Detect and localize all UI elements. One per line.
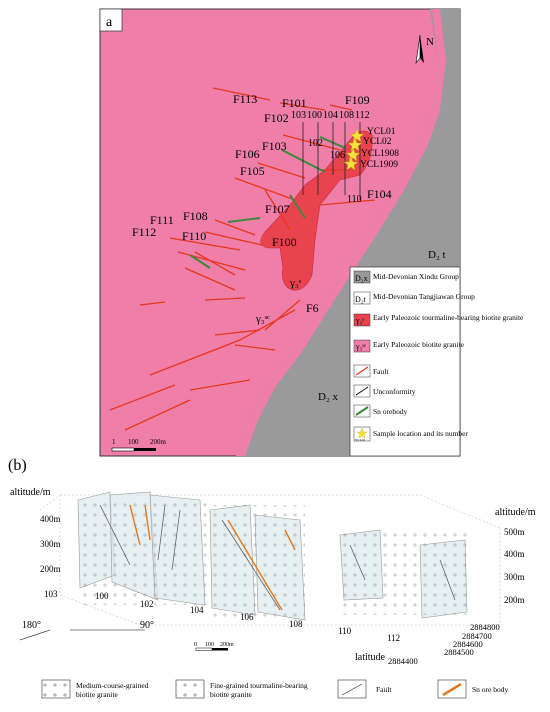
legend-b-item-2: Fine-grained tourmaline-bearing biotite g… — [210, 681, 308, 699]
legend-symbol: γ₃ˢ — [355, 316, 364, 325]
lat-tick: 2884800 — [470, 622, 500, 632]
fault-label: F108 — [183, 209, 208, 223]
fault-label: F112 — [132, 225, 156, 239]
fault-label: F111 — [150, 213, 174, 227]
tick-label: 400m — [504, 549, 525, 559]
unit-granite-red: γ₃ˢ — [289, 277, 302, 289]
fault-label: F105 — [240, 164, 265, 178]
line-tick: 100 — [95, 591, 109, 601]
fault-label: F103 — [262, 139, 287, 153]
scale-bar-a: 1 100 200m — [111, 438, 167, 452]
legend-text: Fault — [373, 367, 389, 376]
line-number: 102 — [308, 138, 323, 149]
lat-tick: 2884400 — [388, 656, 418, 666]
altitude-right-label: altitude/m — [495, 507, 536, 518]
fault-label: F109 — [345, 93, 370, 107]
scale-end: 200m — [150, 438, 167, 446]
tick-label: 500m — [504, 527, 525, 537]
panel-a-label: a — [106, 15, 113, 30]
scale-zero: 0 — [194, 642, 197, 648]
fault-label: F110 — [182, 229, 206, 243]
latitude-label: latitude — [355, 652, 386, 663]
line-number: 106 — [330, 150, 345, 161]
scale-end: 200m — [220, 642, 234, 648]
line-tick: 103 — [44, 589, 58, 599]
legend-a: D₂x Mid-Devonian Xindu Group D₂t Mid-Dev… — [349, 266, 524, 457]
line-number: 110 — [347, 194, 362, 205]
legend-symbol: YCL01 — [355, 438, 366, 442]
angle-right: 90° — [140, 620, 154, 631]
line-number: 108 — [339, 110, 354, 121]
line-number: 112 — [355, 110, 370, 121]
line-tick: 112 — [387, 633, 400, 643]
fault-label: F101 — [282, 96, 307, 110]
line-tick: 108 — [289, 619, 303, 629]
north-arrow-icon: N — [415, 34, 434, 65]
legend-text: Early Paleozoic biotite granite — [373, 340, 465, 349]
tick-label: 200m — [40, 564, 61, 574]
scale-mid: 100 — [128, 438, 139, 446]
tick-label: 400m — [40, 514, 61, 524]
legend-b-item-3: Fault — [376, 685, 392, 694]
lat-tick: 2884600 — [453, 639, 483, 649]
unit-d2x: D₂ x — [318, 391, 339, 403]
line-tick: 106 — [240, 612, 254, 622]
faults — [109, 87, 376, 431]
legend-symbol: γ₃ˢᶜ — [355, 342, 366, 351]
legend-text: Unconformity — [373, 387, 416, 396]
panel-b-block-diagram: (b) altitude/m altitude/m — [8, 457, 536, 666]
scale-zero: 1 — [112, 438, 116, 446]
unit-granite-pink: γ₃ˢᶜ — [255, 313, 270, 325]
sample-label: YCL02 — [363, 137, 392, 147]
lat-tick: 2884700 — [462, 631, 492, 641]
legend-text: Mid-Devonian Tangjiawan Group — [373, 292, 475, 301]
fault-labels: F113 F101 F109 F102 F103 F106 F105 F104 … — [132, 92, 392, 315]
fault-label: F6 — [306, 301, 319, 315]
legend-text: Early Paleozoic tourmaline-bearing bioti… — [373, 313, 524, 322]
tick-label: 300m — [504, 572, 525, 582]
fault-label: F113 — [233, 92, 257, 106]
north-label: N — [426, 36, 434, 48]
sample-labels: YCL01 YCL02 YCL1908 YCL1909 — [360, 127, 399, 170]
tick-label: 300m — [40, 539, 61, 549]
fault-label: F106 — [235, 147, 260, 161]
tick-label: 200m — [504, 595, 525, 605]
altitude-left-label: altitude/m — [10, 487, 51, 498]
line-tick: 102 — [140, 599, 154, 609]
lat-tick: 2884500 — [444, 647, 474, 657]
panel-b-label: (b) — [8, 457, 27, 474]
legend-b-item-1: Medium-course-grained biotite granite — [76, 681, 149, 699]
line-number: 103 — [291, 110, 306, 121]
sample-label: YCL1908 — [361, 149, 399, 159]
legend-b-item-4: Sn ore body — [472, 685, 508, 694]
legend-b: Medium-course-grained biotite granite Fin… — [41, 679, 508, 699]
sample-label: YCL01 — [367, 127, 396, 137]
sample-stars — [343, 128, 365, 171]
angle-left: 180° — [22, 620, 41, 631]
legend-symbol: D₂x — [355, 274, 368, 283]
fault-label: F100 — [272, 235, 297, 249]
line-tick: 104 — [190, 605, 204, 615]
fault-label: F104 — [367, 187, 392, 201]
unit-d2t: D₂ t — [428, 249, 446, 261]
line-numbers: 103 100 104 108 112 102 106 110 — [291, 110, 370, 205]
line-number: 104 — [323, 110, 338, 121]
legend-text: Sample location and its number — [373, 429, 468, 438]
granite-pink-border — [236, 9, 446, 456]
line-number: 100 — [307, 110, 322, 121]
scale-bar-b: 0 100 200m — [194, 642, 234, 651]
legend-text: Mid-Devonian Xindu Group — [373, 272, 459, 281]
legend-text: Sn orebody — [373, 407, 408, 416]
line-tick: 110 — [338, 626, 352, 636]
legend-symbol: D₂t — [355, 295, 367, 304]
fault-label: F102 — [264, 111, 289, 125]
scale-mid: 100 — [205, 642, 214, 648]
fault-label: F107 — [265, 202, 290, 216]
angle-arrows: 180° 90° — [19, 620, 154, 641]
sample-label: YCL1909 — [360, 160, 398, 170]
